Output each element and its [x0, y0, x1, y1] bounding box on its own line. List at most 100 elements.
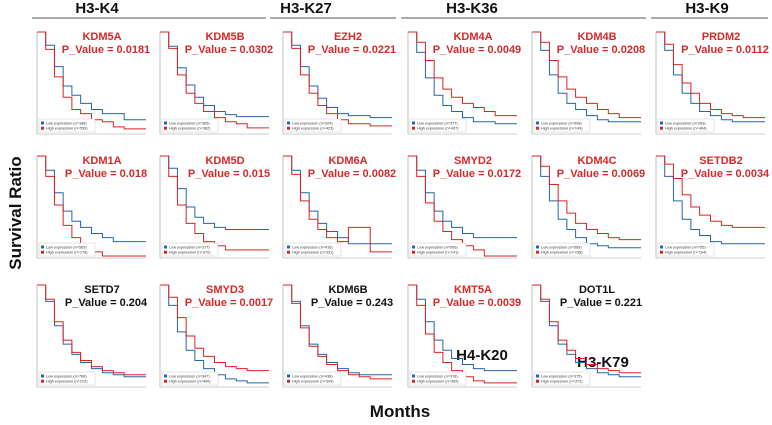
legend: Low expression (n=569) High expression (n… — [38, 242, 96, 257]
legend-swatch-high — [164, 126, 167, 130]
legend-swatch-low — [41, 374, 44, 378]
gene-label: KDM1A — [82, 155, 121, 167]
legend-swatch-low — [412, 121, 415, 125]
p-value-label: P_Value = 0.0221 — [308, 44, 396, 56]
legend-entry: High expression (n=372) — [541, 380, 583, 384]
legend-swatch-low — [41, 121, 44, 125]
gene-label: SMYD3 — [206, 284, 244, 296]
legend-swatch-high — [164, 379, 167, 383]
legend-box — [409, 242, 467, 257]
group-label-h3k36: H3-K36 — [446, 0, 498, 17]
legend-box — [409, 371, 467, 386]
legend-swatch-high — [660, 126, 663, 130]
p-value-label: P_Value = 0.0208 — [557, 44, 645, 56]
legend-entry: High expression (n=559) — [46, 127, 88, 131]
group-label-h4k20: H4-K20 — [456, 347, 508, 364]
legend-entry: High expression (n=370) — [169, 251, 211, 255]
gene-label: KDM5B — [205, 31, 244, 43]
legend-entry: Low expression (n=569) — [46, 245, 87, 249]
p-value-label: P_Value = 0.0049 — [433, 44, 521, 56]
high-expression-curve — [656, 31, 765, 119]
p-value-label: P_Value = 0.0082 — [308, 168, 396, 180]
gene-label: PRDM2 — [702, 31, 741, 43]
high-expression-curve — [408, 155, 517, 257]
high-expression-curve — [532, 155, 641, 241]
legend-box — [284, 242, 342, 257]
legend-swatch-low — [287, 374, 290, 378]
gene-label: KDM4B — [577, 31, 616, 43]
legend-swatch-low — [536, 121, 539, 125]
group-label-h3k4: H3-K4 — [75, 0, 119, 17]
group-label-h3k9: H3-K9 — [685, 0, 728, 17]
high-expression-curve — [160, 155, 269, 251]
legend-swatch-low — [164, 245, 167, 249]
gene-label: KDM4C — [577, 155, 616, 167]
legend-swatch-low — [412, 374, 415, 378]
p-value-label: P_Value = 0.0112 — [681, 44, 769, 56]
legend-entry: High expression (n=437) — [417, 127, 459, 131]
legend-box — [533, 118, 591, 133]
legend-swatch-high — [41, 126, 44, 130]
high-expression-curve — [37, 155, 146, 257]
legend-box — [161, 242, 219, 257]
high-expression-curve — [656, 155, 765, 228]
legend-swatch-high — [164, 250, 167, 254]
legend-box — [38, 371, 96, 386]
legend-entry: High expression (n=178) — [46, 251, 88, 255]
legend-entry: Low expression (n=324) — [292, 121, 333, 125]
legend-swatch-low — [164, 121, 167, 125]
gene-label: SETDB2 — [699, 155, 742, 167]
legend: Low expression (n=188) High expression (n… — [38, 118, 96, 133]
legend-swatch-low — [536, 374, 539, 378]
legend-entry: High expression (n=149) — [541, 127, 583, 131]
legend: Low expression (n=378) High expression (n… — [409, 371, 467, 386]
high-expression-curve — [532, 31, 641, 119]
legend-entry: High expression (n=400) — [169, 380, 211, 384]
legend-box — [533, 242, 591, 257]
legend-swatch-low — [164, 374, 167, 378]
p-value-label: P_Value = 0.015 — [188, 168, 270, 180]
high-expression-curve — [283, 31, 392, 127]
high-expression-curve — [160, 31, 269, 129]
low-expression-curve — [283, 155, 392, 245]
p-value-label: P_Value = 0.0017 — [185, 297, 273, 309]
legend-swatch-high — [287, 379, 290, 383]
legend-entry: High expression (n=331) — [292, 251, 334, 255]
legend-box — [161, 118, 219, 133]
legend-box — [533, 371, 591, 386]
legend-entry: High expression (n=241) — [417, 251, 459, 255]
legend-box — [284, 118, 342, 133]
low-expression-curve — [408, 284, 517, 372]
legend-swatch-low — [660, 121, 663, 125]
p-value-label: P_Value = 0.0034 — [681, 168, 770, 180]
legend-entry: Low expression (n=506) — [417, 245, 458, 249]
legend-entry: Low expression (n=283) — [665, 121, 706, 125]
legend-entry: Low expression (n=365) — [169, 121, 210, 125]
legend-entry: High expression (n=464) — [665, 127, 707, 131]
legend-entry: High expression (n=222) — [46, 380, 88, 384]
legend-swatch-high — [412, 250, 415, 254]
legend-box — [409, 118, 467, 133]
legend-entry: Low expression (n=377) — [417, 121, 458, 125]
legend-entry: Low expression (n=188) — [46, 121, 87, 125]
gene-label: KDM5D — [205, 155, 244, 167]
legend: Low expression (n=365) High expression (n… — [161, 118, 219, 133]
legend-entry: High expression (n=382) — [169, 127, 211, 131]
legend: Low expression (n=347) High expression (n… — [161, 371, 219, 386]
legend-swatch-high — [536, 250, 539, 254]
p-value-label: P_Value = 0.204 — [65, 297, 148, 309]
high-expression-curve — [408, 31, 517, 117]
gene-label: DOT1L — [579, 284, 615, 296]
legend-entry: Low expression (n=438) — [292, 374, 333, 378]
